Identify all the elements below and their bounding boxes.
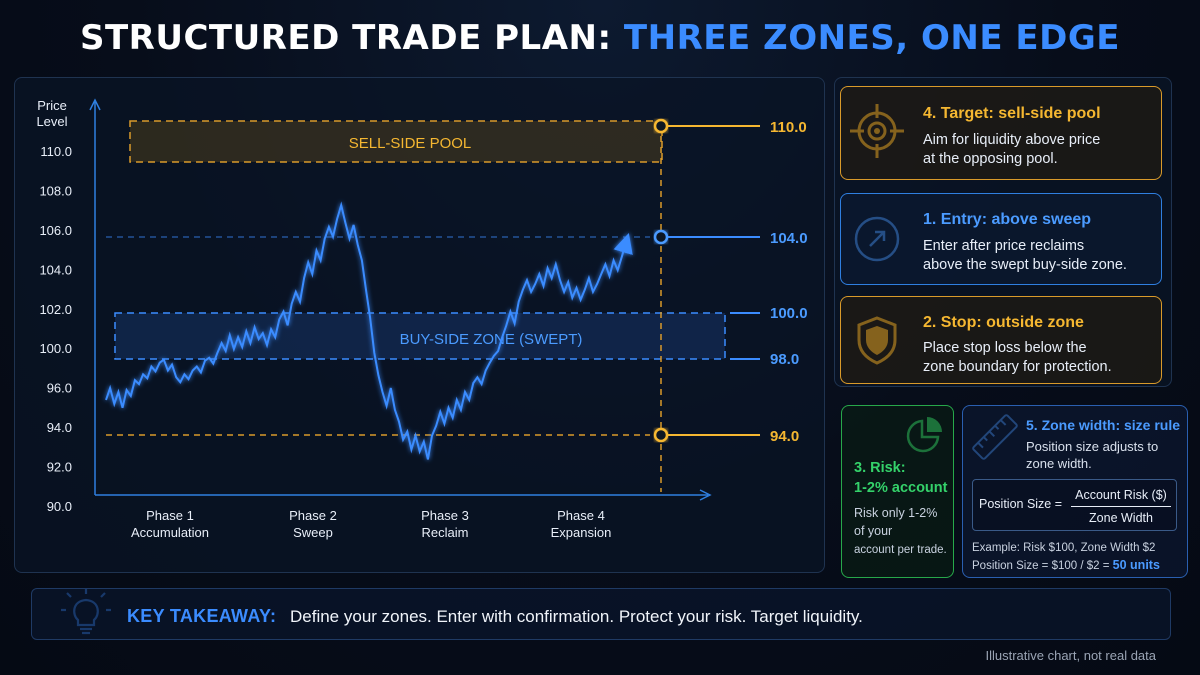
title-part1: STRUCTURED TRADE PLAN: (79, 18, 612, 58)
y-axis-label: Price Level (36, 98, 67, 129)
buy-zone-top-label: 100.0 (770, 305, 808, 322)
phase-name-label: Accumulation (131, 525, 209, 540)
target-card-body: Aim for liquidity above price at the oppo… (923, 131, 1100, 169)
zone-width-example: Example: Risk $100, Zone Width $2 Positio… (972, 540, 1160, 575)
chart-panel (14, 77, 825, 573)
risk-card-line3: account per trade. (854, 544, 947, 556)
sell-side-zone (129, 120, 663, 163)
takeaway-text: Define your zones. Enter with confirmati… (290, 607, 863, 626)
buy-zone-bottom-label: 98.0 (770, 351, 799, 368)
title-part2: THREE ZONES, ONE EDGE (623, 18, 1121, 58)
y-tick-label: 106.0 (39, 223, 72, 238)
price-series-line (105, 201, 633, 460)
y-tick-label: 92.0 (47, 460, 72, 475)
stop-level-label: 94.0 (770, 428, 799, 445)
page-title: STRUCTURED TRADE PLAN: THREE ZONES, ONE … (0, 18, 1200, 58)
entry-level-marker (653, 229, 669, 245)
phase-number-label: Phase 4 (557, 508, 605, 523)
phase-name-label: Expansion (551, 525, 612, 540)
phase-name-label: Reclaim (422, 525, 469, 540)
formula-fraction-bar (1071, 506, 1171, 507)
zone-width-line1: Position size adjusts to (1026, 439, 1159, 454)
risk-card-title: 3. Risk: 1-2% account (854, 458, 947, 498)
zone-width-line2: zone width. (1026, 456, 1092, 471)
y-tick-label: 104.0 (39, 262, 72, 277)
y-axis-label-line2: Level (36, 114, 67, 129)
y-tick-label: 110.0 (40, 144, 72, 159)
risk-card-line2: of your (854, 524, 893, 538)
stop-card-line2: zone boundary for protection. (923, 359, 1112, 375)
example-line1: Example: Risk $100, Zone Width $2 (972, 542, 1156, 554)
footnote: Illustrative chart, not real data (985, 648, 1156, 663)
entry-card-line1: Enter after price reclaims (923, 238, 1085, 254)
example-result: 50 units (1112, 558, 1160, 572)
entry-card-body: Enter after price reclaims above the swep… (923, 237, 1127, 275)
risk-card-line1: Risk only 1-2% (854, 506, 938, 520)
target-card-title: 4. Target: sell-side pool (923, 105, 1101, 122)
buy-side-zone (114, 312, 726, 360)
formula-numerator: Account Risk ($) (1075, 488, 1167, 502)
y-tick-label: 102.0 (39, 302, 72, 317)
stop-card-title: 2. Stop: outside zone (923, 314, 1084, 331)
entry-card: 1. Entry: above sweep Enter after price … (840, 193, 1162, 285)
y-tick-label: 96.0 (47, 381, 72, 396)
phase-number-label: Phase 1 (146, 508, 194, 523)
risk-card-title2: 1-2% account (854, 480, 948, 496)
zone-width-card-body: Position size adjusts to zone width. (1026, 438, 1158, 472)
phase-number-label: Phase 3 (421, 508, 469, 523)
takeaway-label: KEY TAKEAWAY: (127, 606, 277, 626)
position-size-formula: Position Size = Account Risk ($) Zone Wi… (972, 479, 1177, 531)
stop-card: 2. Stop: outside zone Place stop loss be… (840, 296, 1162, 384)
x-axis-arrow (699, 489, 712, 501)
y-axis-label-line1: Price (37, 98, 67, 113)
target-level-label: 110.0 (770, 119, 807, 136)
formula-denominator: Zone Width (1089, 511, 1153, 525)
phase-name-label: Sweep (293, 525, 333, 540)
risk-card-body: Risk only 1-2% of your account per trade. (854, 504, 947, 559)
phase-number-label: Phase 2 (289, 508, 337, 523)
entry-level-label: 104.0 (770, 230, 808, 247)
y-tick-label: 108.0 (39, 183, 72, 198)
target-level-marker (653, 118, 669, 134)
y-tick-label: 94.0 (47, 420, 72, 435)
target-card-line2: at the opposing pool. (923, 151, 1058, 167)
y-tick-label: 100.0 (39, 341, 72, 356)
stop-card-body: Place stop loss below the zone boundary f… (923, 339, 1112, 377)
key-takeaway-bar: KEY TAKEAWAY: Define your zones. Enter w… (31, 588, 1171, 640)
risk-card: 3. Risk: 1-2% account Risk only 1-2% of yo… (841, 405, 954, 578)
formula-label: Position Size = (979, 497, 1063, 511)
zone-width-card-title: 5. Zone width: size rule (1026, 417, 1181, 433)
stop-card-line1: Place stop loss below the (923, 340, 1087, 356)
target-card: 4. Target: sell-side pool Aim for liquid… (840, 86, 1162, 180)
entry-card-title: 1. Entry: above sweep (923, 211, 1092, 228)
risk-card-title1: 3. Risk: (854, 460, 906, 476)
target-card-line1: Aim for liquidity above price (923, 132, 1101, 148)
entry-card-line2: above the swept buy-side zone. (923, 257, 1127, 273)
example-line2: Position Size = $100 / $2 = (972, 560, 1110, 572)
stop-level-marker (653, 427, 669, 443)
sell-side-zone-label: SELL-SIDE POOL (349, 135, 472, 152)
y-tick-label: 90.0 (47, 499, 72, 514)
y-axis-arrow (89, 98, 101, 111)
buy-side-zone-label: BUY-SIDE ZONE (SWEPT) (400, 331, 583, 348)
